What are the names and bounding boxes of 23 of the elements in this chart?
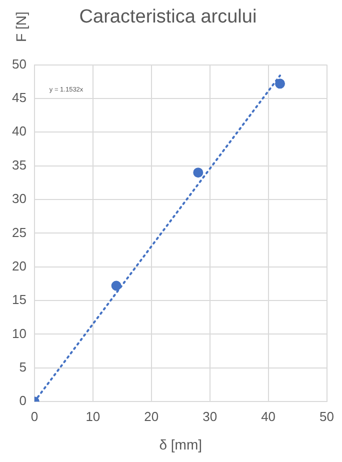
x-tick-label: 0: [30, 408, 38, 424]
point: [193, 168, 204, 178]
y-tick-label: 40: [12, 124, 26, 139]
point: [275, 78, 285, 89]
y-tick-label: 45: [12, 90, 26, 106]
y-axis-title: F [N]: [12, 12, 29, 42]
y-tick-label: 30: [12, 191, 26, 206]
y-tick-label: 0: [19, 393, 26, 408]
point: [111, 280, 122, 291]
y-tick-label: 50: [12, 56, 26, 72]
x-axis-title: δ [mm]: [159, 436, 202, 452]
y-tick-label: 25: [12, 224, 26, 240]
y-tick-label: 10: [12, 326, 26, 341]
x-tick-label: 40: [261, 408, 276, 424]
chart-title: Caracteristica arcului: [79, 6, 257, 28]
y-tick-label: 35: [12, 157, 26, 172]
x-tick-label: 10: [86, 408, 100, 424]
y-tick-label: 5: [19, 360, 26, 374]
y-tick-label: 15: [12, 292, 26, 308]
x-tick-label: 30: [202, 408, 218, 424]
y-tick-label: 20: [12, 258, 26, 274]
x-tick-label: 50: [320, 408, 334, 424]
x-tick-label: 20: [144, 408, 159, 424]
